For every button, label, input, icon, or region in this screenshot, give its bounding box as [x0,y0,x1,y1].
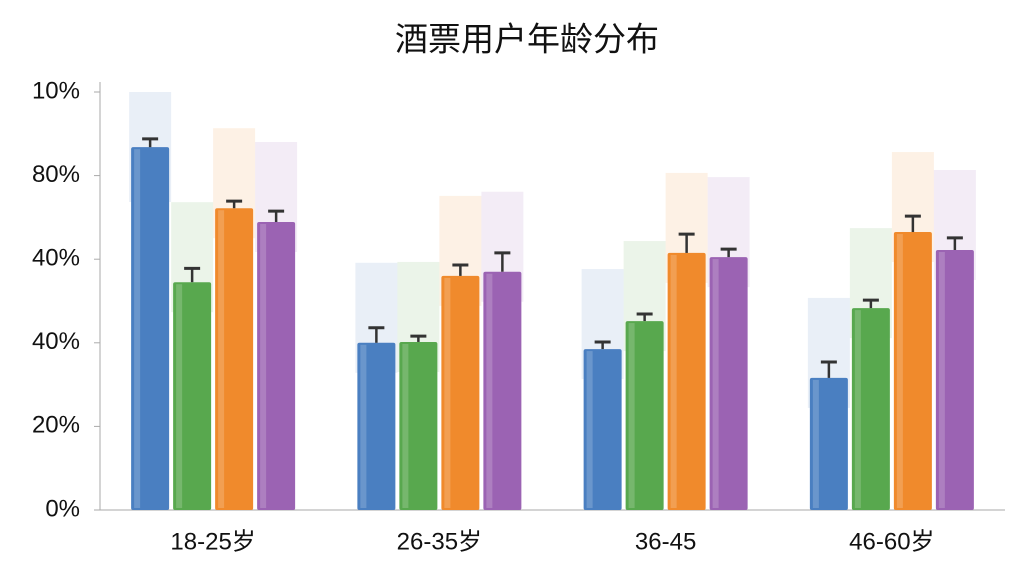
bar [935,250,974,510]
bar [893,232,932,510]
bar [399,341,438,510]
bar-sheen [854,310,861,508]
bar-sheen [896,234,903,508]
x-tick-label: 18-25岁 [170,528,255,555]
bar-sheen [938,252,945,508]
bar-sheen [260,223,267,509]
x-tick-label: 26-35岁 [397,528,482,555]
y-tick-label: 40% [32,245,80,272]
x-tick-label: 36-45 [635,528,696,555]
bar [257,221,296,511]
bar [357,342,396,510]
bar-sheen [712,259,719,508]
y-tick-label: 20% [32,412,80,439]
bar-sheen [444,277,451,508]
x-tick-label: 46-60岁 [849,528,934,555]
y-tick-label: 80% [32,161,80,188]
y-tick-label: 10% [32,77,80,104]
bar-sheen [586,351,593,508]
bar-sheen [218,210,225,509]
bar [173,282,212,510]
bar [851,308,890,510]
bar [583,349,622,510]
chart-title: 酒票用户年龄分布 [395,21,659,58]
bar [667,252,706,510]
y-tick-label: 40% [32,328,80,355]
bar [131,147,170,510]
bar-sheen [486,273,493,508]
bar-sheen [628,323,635,508]
bar [483,271,522,510]
bar-sheen [670,254,677,508]
bar-sheen [402,343,409,508]
bar [215,208,254,511]
y-tick-label: 0% [45,495,80,522]
bar [625,321,664,510]
bar-sheen [176,284,183,508]
bar-sheen [360,344,367,508]
bar-sheen [812,379,819,508]
bar-sheen [134,149,141,508]
bar [709,257,748,510]
bar [441,275,480,510]
bar [809,377,848,510]
